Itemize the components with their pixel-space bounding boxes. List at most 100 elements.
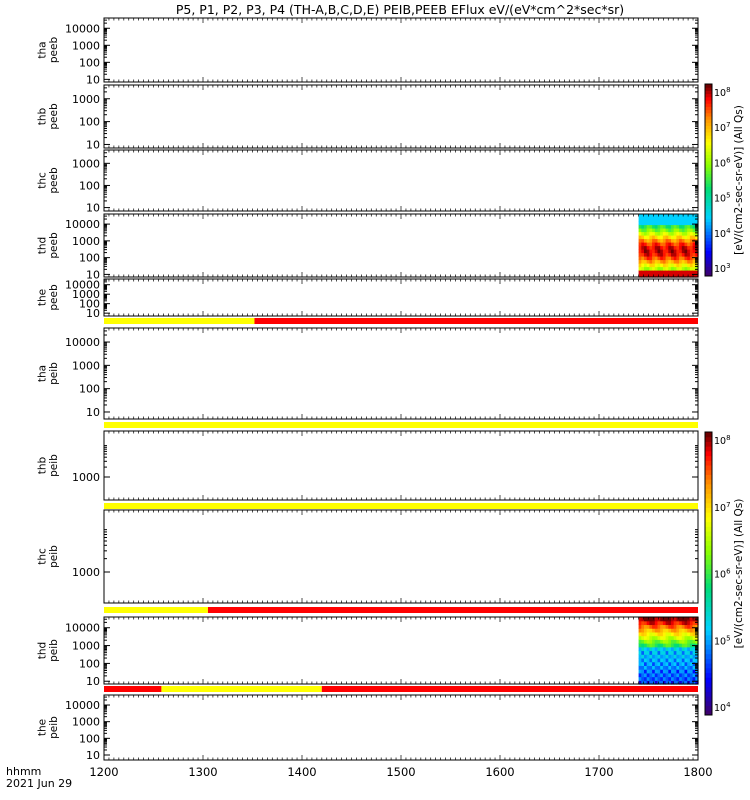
heatmap-cell xyxy=(689,676,694,681)
heatmap-cell xyxy=(638,252,642,257)
colorbar-swatch xyxy=(705,648,712,655)
heatmap-cell xyxy=(684,238,688,243)
heatmap-cell xyxy=(673,639,677,644)
heatmap-cell xyxy=(689,680,694,685)
heatmap-cell xyxy=(671,221,675,226)
heatmap-cell xyxy=(652,266,656,271)
heatmap-cell xyxy=(660,635,664,640)
heatmap-cell xyxy=(689,643,694,648)
heatmap-cell xyxy=(676,631,680,637)
heatmap-cell xyxy=(692,620,696,626)
colorbar-swatch xyxy=(705,469,712,475)
panel-thd-peeb: 10 100 1000 10000 thdpeeb xyxy=(36,213,699,281)
heatmap-cell xyxy=(660,654,664,659)
heatmap-cell xyxy=(662,249,667,254)
heatmap-cell xyxy=(671,646,675,652)
heatmap-cell xyxy=(657,256,661,261)
heatmap-cell xyxy=(660,214,664,219)
heatmap-cell xyxy=(649,654,653,659)
heatmap-cell xyxy=(695,680,699,685)
heatmap-cell xyxy=(679,672,683,678)
y-tick-label: 100 xyxy=(79,179,100,192)
heatmap-cell xyxy=(654,635,659,640)
heatmap-cell xyxy=(638,266,642,271)
heatmap-cell xyxy=(676,624,680,629)
heatmap-cell xyxy=(676,263,680,268)
heatmap-cell xyxy=(692,263,696,268)
heatmap-cell xyxy=(665,657,669,663)
heatmap-cell xyxy=(668,228,672,233)
colorbar-swatch xyxy=(705,100,712,104)
heatmap-cell xyxy=(668,266,672,271)
heatmap-cell xyxy=(654,650,659,655)
heatmap-cell xyxy=(641,231,645,236)
colorbar-swatch xyxy=(705,705,712,711)
colorbar-swatch xyxy=(705,196,712,200)
heatmap-cell xyxy=(676,620,680,626)
heatmap-cell xyxy=(660,217,664,222)
heatmap-cell xyxy=(692,252,696,257)
heatmap-cell xyxy=(657,245,661,250)
heatmap-cell xyxy=(668,259,672,264)
heatmap-cell xyxy=(668,245,672,250)
heatmap-cell xyxy=(695,631,699,637)
heatmap-cell xyxy=(665,249,669,254)
panel-label: thepeib xyxy=(36,716,60,739)
colorbar-frame xyxy=(704,431,713,716)
heatmap-cell xyxy=(644,224,648,229)
heatmap-cell xyxy=(687,657,691,663)
heatmap-cell xyxy=(668,639,672,644)
heatmap-cell xyxy=(681,646,686,652)
colorbar-swatch xyxy=(705,455,712,461)
heatmap-cell xyxy=(654,242,659,247)
colorbar-tick-label: 108 xyxy=(714,434,731,447)
heatmap-cell xyxy=(644,249,648,254)
colorbar-tick-label: 103 xyxy=(714,262,731,275)
heatmap-cell xyxy=(695,646,699,652)
heatmap-cell xyxy=(652,646,656,652)
heatmap-cell xyxy=(665,231,669,236)
heatmap-cell xyxy=(692,631,696,637)
heatmap-cell xyxy=(689,639,694,644)
heatmap-cell xyxy=(660,620,664,626)
heatmap-cell xyxy=(692,270,696,275)
colorbar-swatch xyxy=(705,587,712,593)
heatmap-cell xyxy=(668,270,672,275)
heatmap-cell xyxy=(646,221,650,226)
heatmap-cell xyxy=(644,635,648,640)
heatmap-cell xyxy=(668,224,672,229)
heatmap-cell xyxy=(692,680,696,685)
heatmap-cell xyxy=(679,646,683,652)
heatmap-cell xyxy=(654,646,659,652)
heatmap-cell xyxy=(668,661,672,666)
heatmap-cell xyxy=(673,624,677,629)
heatmap-cell xyxy=(692,224,696,229)
heatmap-cell xyxy=(662,217,667,222)
heatmap-cell xyxy=(665,235,669,240)
heatmap-cell xyxy=(638,238,642,243)
heatmap-cell xyxy=(657,228,661,233)
heatmap-cell xyxy=(644,228,648,233)
panel-label: thdpeeb xyxy=(36,232,60,259)
heatmap-cell xyxy=(687,631,691,637)
x-tick-label: 1400 xyxy=(287,765,316,779)
heatmap-cell xyxy=(695,657,699,663)
heatmap-cell xyxy=(679,617,683,622)
colorbar-swatch xyxy=(705,446,712,452)
heatmap-cell xyxy=(654,238,659,243)
colorbar-swatch xyxy=(705,221,712,226)
heatmap-cell xyxy=(684,631,688,637)
footer-hhmm: hhmm xyxy=(6,765,41,778)
heatmap-cell xyxy=(649,242,653,247)
heatmap-cell xyxy=(641,672,645,678)
colorbar-swatch xyxy=(705,531,712,537)
heatmap-cell xyxy=(679,657,683,663)
heatmap-cell xyxy=(671,256,675,261)
heatmap-cell xyxy=(684,252,688,257)
heatmap-cell xyxy=(681,676,686,681)
heatmap-cell xyxy=(671,266,675,271)
heatmap-cell xyxy=(646,224,650,229)
heatmap-cell xyxy=(649,620,653,626)
heatmap-cell xyxy=(652,661,656,666)
heatmap-cell xyxy=(657,224,661,229)
